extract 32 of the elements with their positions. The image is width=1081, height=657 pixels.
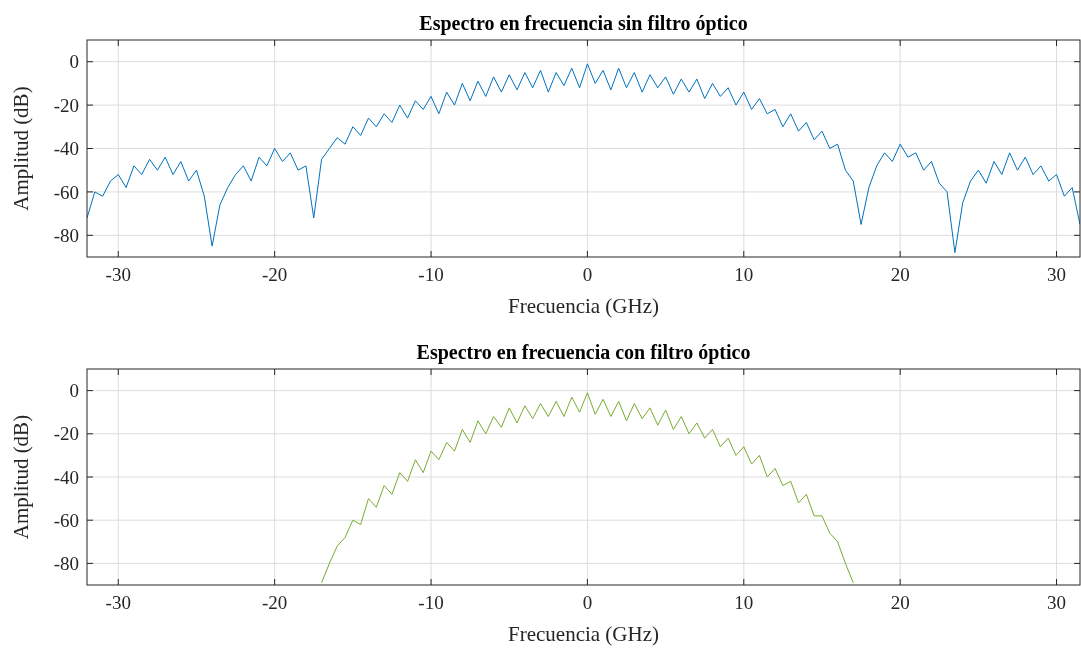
x-tick-label: 10 xyxy=(734,264,754,285)
y-tick-label: 0 xyxy=(69,380,79,402)
x-tick-label: 0 xyxy=(582,592,593,613)
y-tick-label: 0 xyxy=(69,51,79,73)
x-axis-title: Frecuencia (GHz) xyxy=(508,622,660,646)
x-tick-label: 30 xyxy=(1047,592,1067,613)
x-tick-label: -10 xyxy=(418,264,444,285)
chart-title: Espectro en frecuencia sin filtro óptico xyxy=(419,12,748,35)
x-tick-label: -10 xyxy=(418,592,444,613)
x-tick-label: -30 xyxy=(105,264,131,285)
y-tick-label: -20 xyxy=(53,423,79,445)
x-tick-label: 20 xyxy=(890,264,910,285)
y-tick-label: -80 xyxy=(53,553,79,575)
chart-title: Espectro en frecuencia con filtro óptico xyxy=(416,341,751,364)
x-tick-label: -20 xyxy=(261,592,288,613)
x-axis-title: Frecuencia (GHz) xyxy=(508,294,660,318)
y-axis-title: Amplitud (dB) xyxy=(9,86,33,211)
x-tick-label: 0 xyxy=(582,264,593,285)
x-tick-label: 20 xyxy=(890,592,910,613)
y-tick-label: -40 xyxy=(53,138,79,160)
x-tick-label: -20 xyxy=(261,264,288,285)
line-series xyxy=(87,63,1080,254)
y-tick-label: -40 xyxy=(53,466,79,488)
y-tick-label: -20 xyxy=(53,94,79,116)
y-tick-label: -80 xyxy=(53,224,79,246)
y-tick-label: -60 xyxy=(53,181,79,203)
y-tick-label: -60 xyxy=(53,509,79,531)
x-tick-label: 10 xyxy=(734,592,754,613)
x-tick-label: -30 xyxy=(105,592,131,613)
y-axis-title: Amplitud (dB) xyxy=(9,414,33,540)
line-series xyxy=(321,392,854,584)
x-tick-label: 30 xyxy=(1047,264,1067,285)
